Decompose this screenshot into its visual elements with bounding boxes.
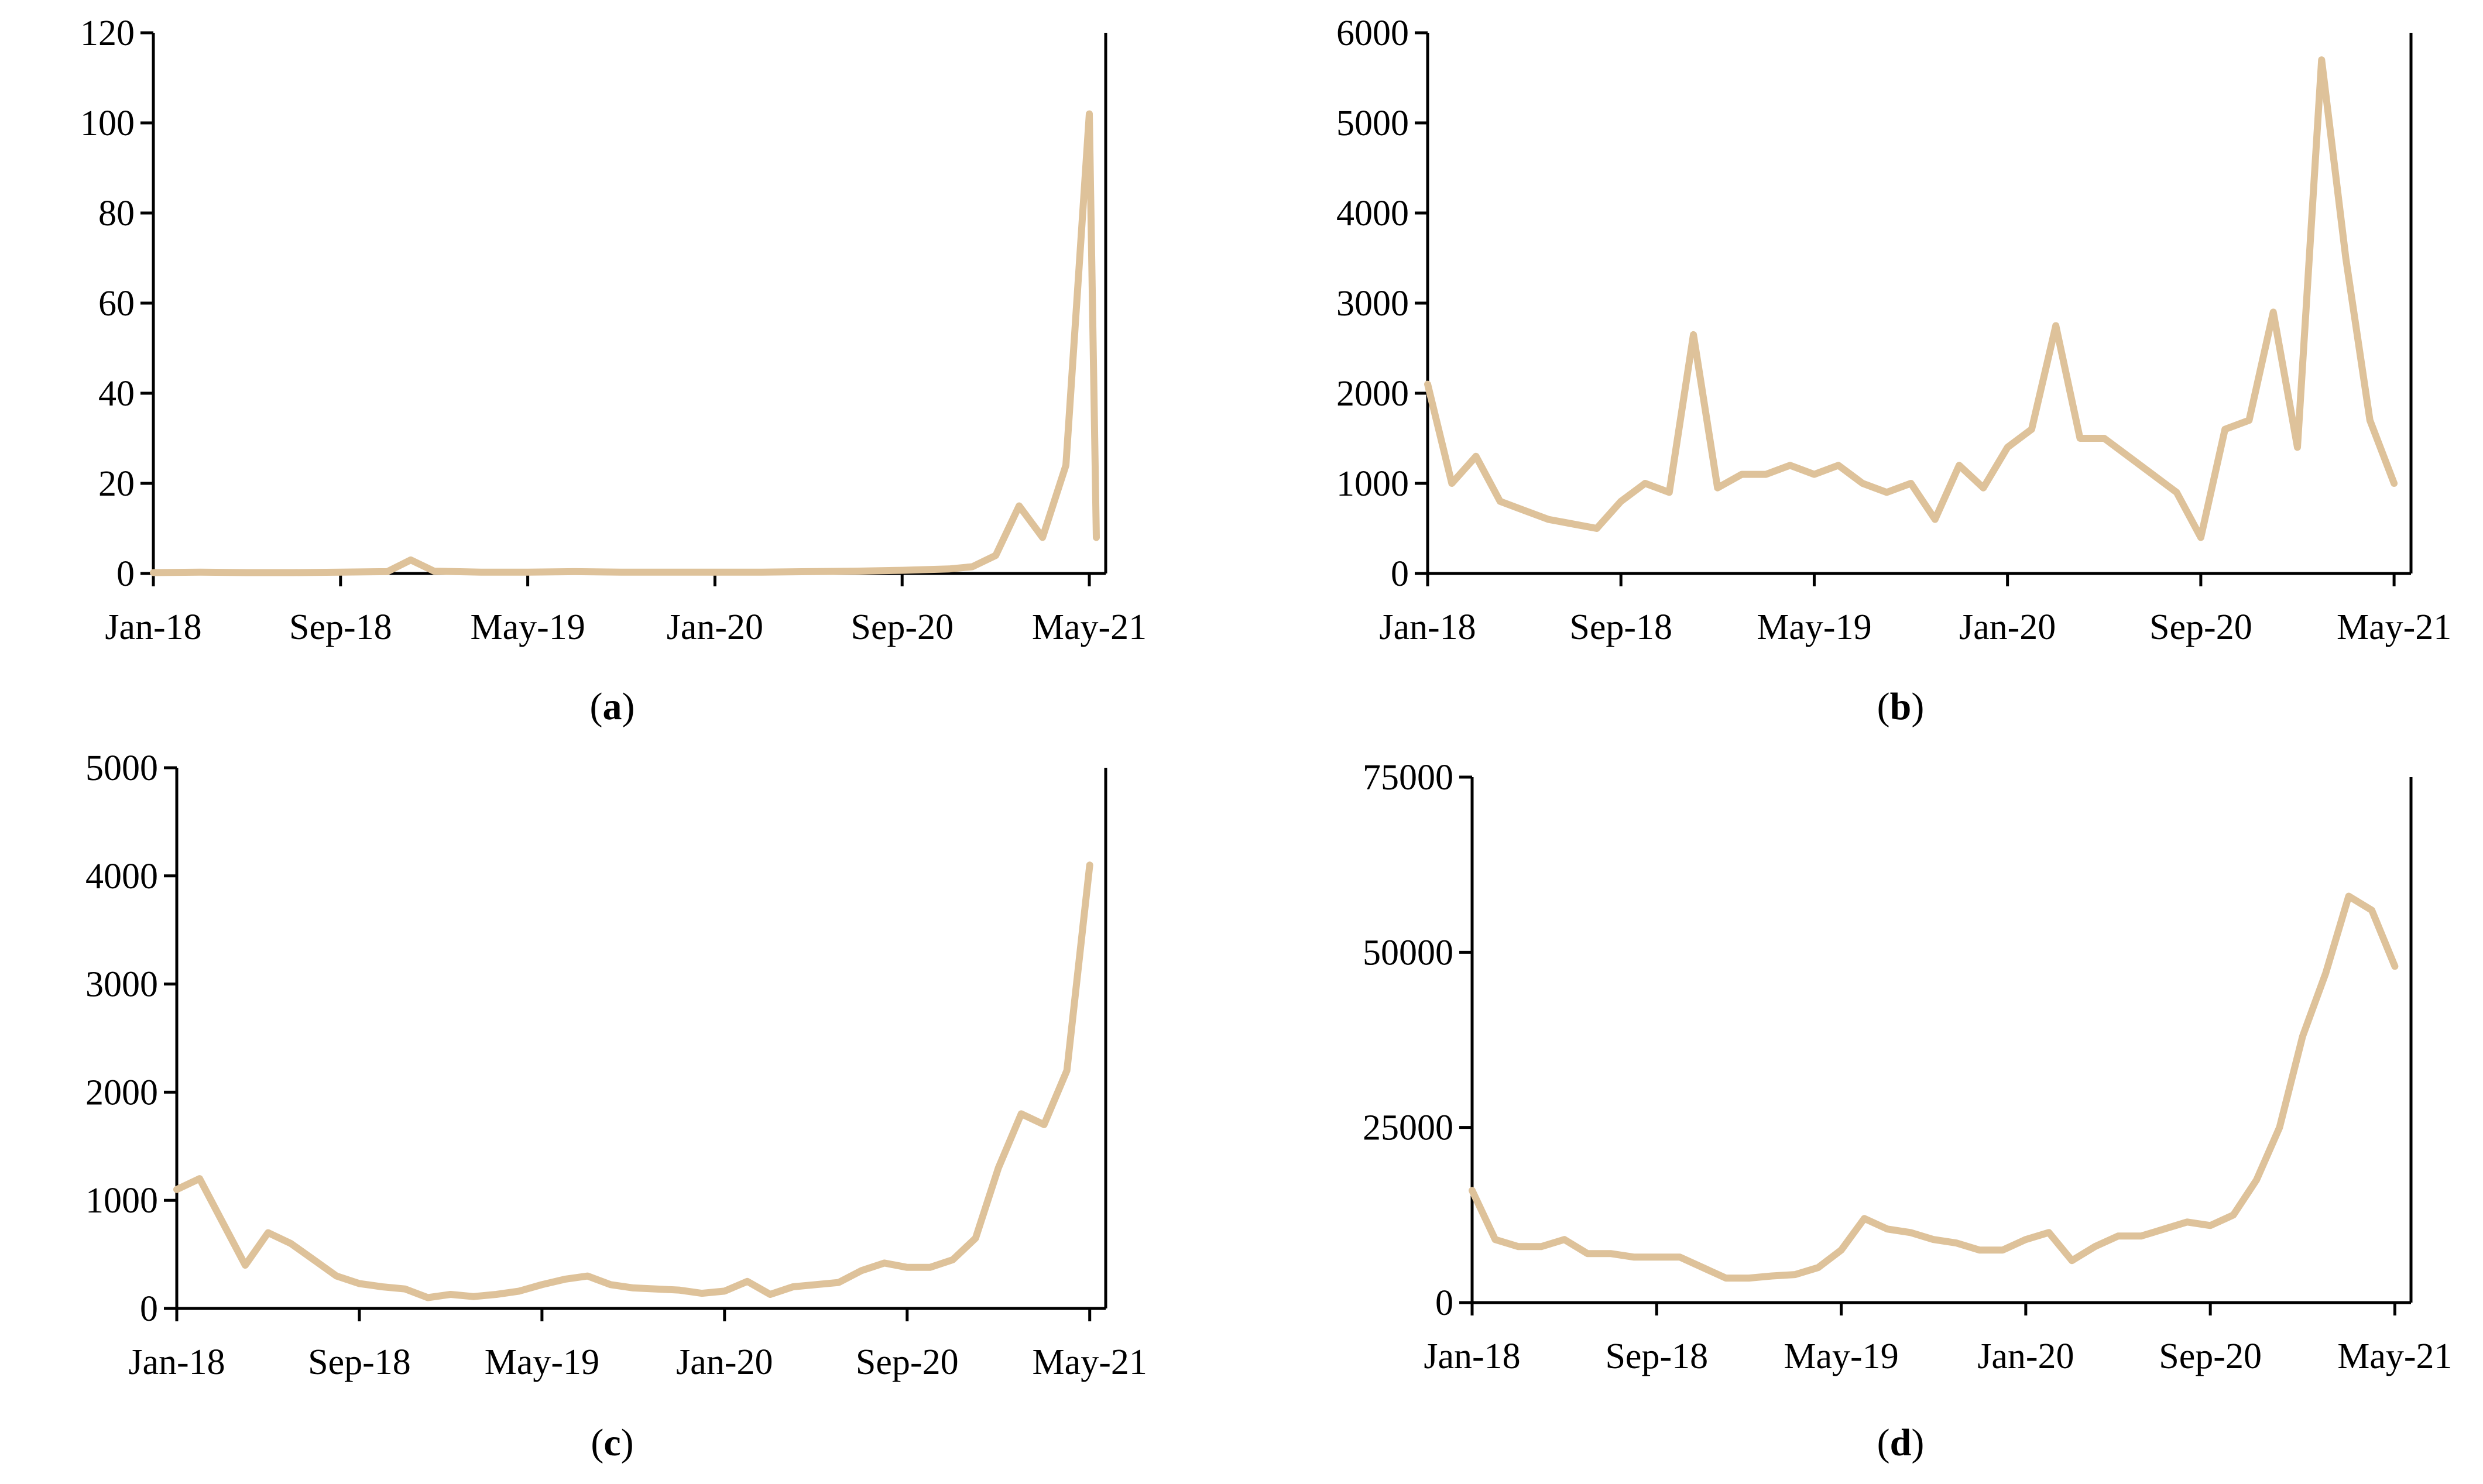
chart-panel-c: 0 1000 2000 3000 4000 5000 Jan-18 Sep-18 May-19 J… xyxy=(0,742,1242,1484)
y-tick-label: 0 xyxy=(1435,1283,1453,1323)
x-tick-label: Sep-18 xyxy=(1605,1337,1708,1376)
y-tick-label: 60 xyxy=(98,284,135,324)
chart-panel-b: 0 1000 2000 3000 4000 5000 6000 Jan-18 Sep-18 May… xyxy=(1242,0,2483,742)
series-line xyxy=(150,110,1100,576)
x-tick-label: Sep-18 xyxy=(308,1342,411,1382)
chart-panel-a: 0 20 40 60 80 100 120 Jan-18 Sep-18 May-19 Jan-20 S… xyxy=(0,0,1242,742)
chart-d-caption-letter: d xyxy=(1889,1421,1912,1464)
chart-c-caption: (c) xyxy=(591,1421,634,1464)
x-tick-label: Sep-18 xyxy=(1569,607,1672,647)
y-tick-label: 0 xyxy=(116,554,135,594)
x-tick-label: Jan-18 xyxy=(105,607,201,647)
chart-c-ticks: 0 1000 2000 3000 4000 5000 Jan-18 Sep-18 May-19 J… xyxy=(85,748,1147,1382)
x-tick-label: May-19 xyxy=(470,607,585,647)
chart-panel-d: 0 25000 50000 75000 Jan-18 Sep-18 May-19 Jan-20… xyxy=(1242,742,2483,1484)
y-tick-label: 3000 xyxy=(1336,284,1409,324)
x-tick-label: Sep-20 xyxy=(2149,607,2252,647)
chart-d-caption: (d) xyxy=(1877,1421,1925,1464)
x-tick-label: May-21 xyxy=(1032,607,1147,647)
y-tick-label: 25000 xyxy=(1363,1108,1453,1148)
y-tick-label: 2000 xyxy=(1336,374,1409,414)
x-tick-label: May-19 xyxy=(485,1342,599,1382)
x-tick-label: Jan-20 xyxy=(676,1342,773,1382)
chart-c-axes xyxy=(175,768,1107,1310)
x-tick-label: Jan-20 xyxy=(1977,1337,2074,1376)
x-tick-label: May-21 xyxy=(2337,607,2451,647)
chart-a-ticks: 0 20 40 60 80 100 120 Jan-18 Sep-18 May-19 Jan-20 S… xyxy=(80,13,1147,647)
y-tick-label: 5000 xyxy=(1336,104,1409,143)
x-tick-label: Jan-20 xyxy=(1959,607,2056,647)
y-tick-label: 1000 xyxy=(85,1181,158,1221)
x-tick-label: May-19 xyxy=(1757,607,1871,647)
chart-b-ticks: 0 1000 2000 3000 4000 5000 6000 Jan-18 Sep-18 May… xyxy=(1336,13,2451,647)
chart-a: 0 20 40 60 80 100 120 Jan-18 Sep-18 May-19 Jan-20 S… xyxy=(80,13,1147,647)
y-tick-label: 0 xyxy=(140,1289,158,1329)
chart-b-caption-letter: b xyxy=(1889,685,1912,728)
chart-a-series xyxy=(150,110,1100,576)
chart-b-caption: (b) xyxy=(1877,685,1925,728)
x-tick-label: May-21 xyxy=(2337,1337,2452,1376)
x-tick-label: Sep-20 xyxy=(850,607,954,647)
x-tick-label: Sep-20 xyxy=(856,1342,959,1382)
chart-b: 0 1000 2000 3000 4000 5000 6000 Jan-18 Sep-18 May… xyxy=(1336,13,2451,647)
chart-a-caption-letter: a xyxy=(602,685,622,728)
chart-c-caption-letter: c xyxy=(603,1421,621,1464)
chart-d-ticks: 0 25000 50000 75000 Jan-18 Sep-18 May-19 Jan-20… xyxy=(1363,758,2453,1376)
y-tick-label: 2000 xyxy=(85,1073,158,1112)
y-tick-label: 100 xyxy=(80,104,135,143)
y-tick-label: 6000 xyxy=(1336,13,1409,53)
chart-d-series xyxy=(1469,892,2399,1282)
y-tick-label: 0 xyxy=(1391,554,1409,594)
y-tick-label: 4000 xyxy=(85,857,158,896)
chart-b-series xyxy=(1424,56,2398,541)
series-line xyxy=(1424,56,2398,541)
x-tick-label: May-21 xyxy=(1033,1342,1147,1382)
y-tick-label: 75000 xyxy=(1363,758,1453,798)
chart-d-axes xyxy=(1470,777,2413,1304)
x-tick-label: Sep-18 xyxy=(289,607,392,647)
y-tick-label: 3000 xyxy=(85,965,158,1005)
chart-c-series xyxy=(173,861,1093,1301)
chart-d: 0 25000 50000 75000 Jan-18 Sep-18 May-19 Jan-20… xyxy=(1363,758,2453,1376)
chart-c: 0 1000 2000 3000 4000 5000 Jan-18 Sep-18 May-19 J… xyxy=(85,748,1147,1382)
x-tick-label: May-19 xyxy=(1784,1337,1898,1376)
x-tick-label: Sep-20 xyxy=(2159,1337,2262,1376)
y-tick-label: 80 xyxy=(98,194,135,233)
y-tick-label: 40 xyxy=(98,374,135,414)
x-tick-label: Jan-18 xyxy=(1424,1337,1520,1376)
y-tick-label: 1000 xyxy=(1336,464,1409,504)
chart-a-axes xyxy=(152,33,1107,575)
y-tick-label: 50000 xyxy=(1363,933,1453,973)
y-tick-label: 120 xyxy=(80,13,135,53)
y-tick-label: 5000 xyxy=(85,748,158,788)
x-tick-label: Jan-18 xyxy=(1379,607,1476,647)
y-tick-label: 4000 xyxy=(1336,194,1409,233)
series-line xyxy=(1469,892,2399,1282)
chart-a-caption: (a) xyxy=(589,685,635,728)
series-line xyxy=(173,861,1093,1301)
y-tick-label: 20 xyxy=(98,464,135,504)
x-tick-label: Jan-18 xyxy=(128,1342,225,1382)
x-tick-label: Jan-20 xyxy=(667,607,763,647)
